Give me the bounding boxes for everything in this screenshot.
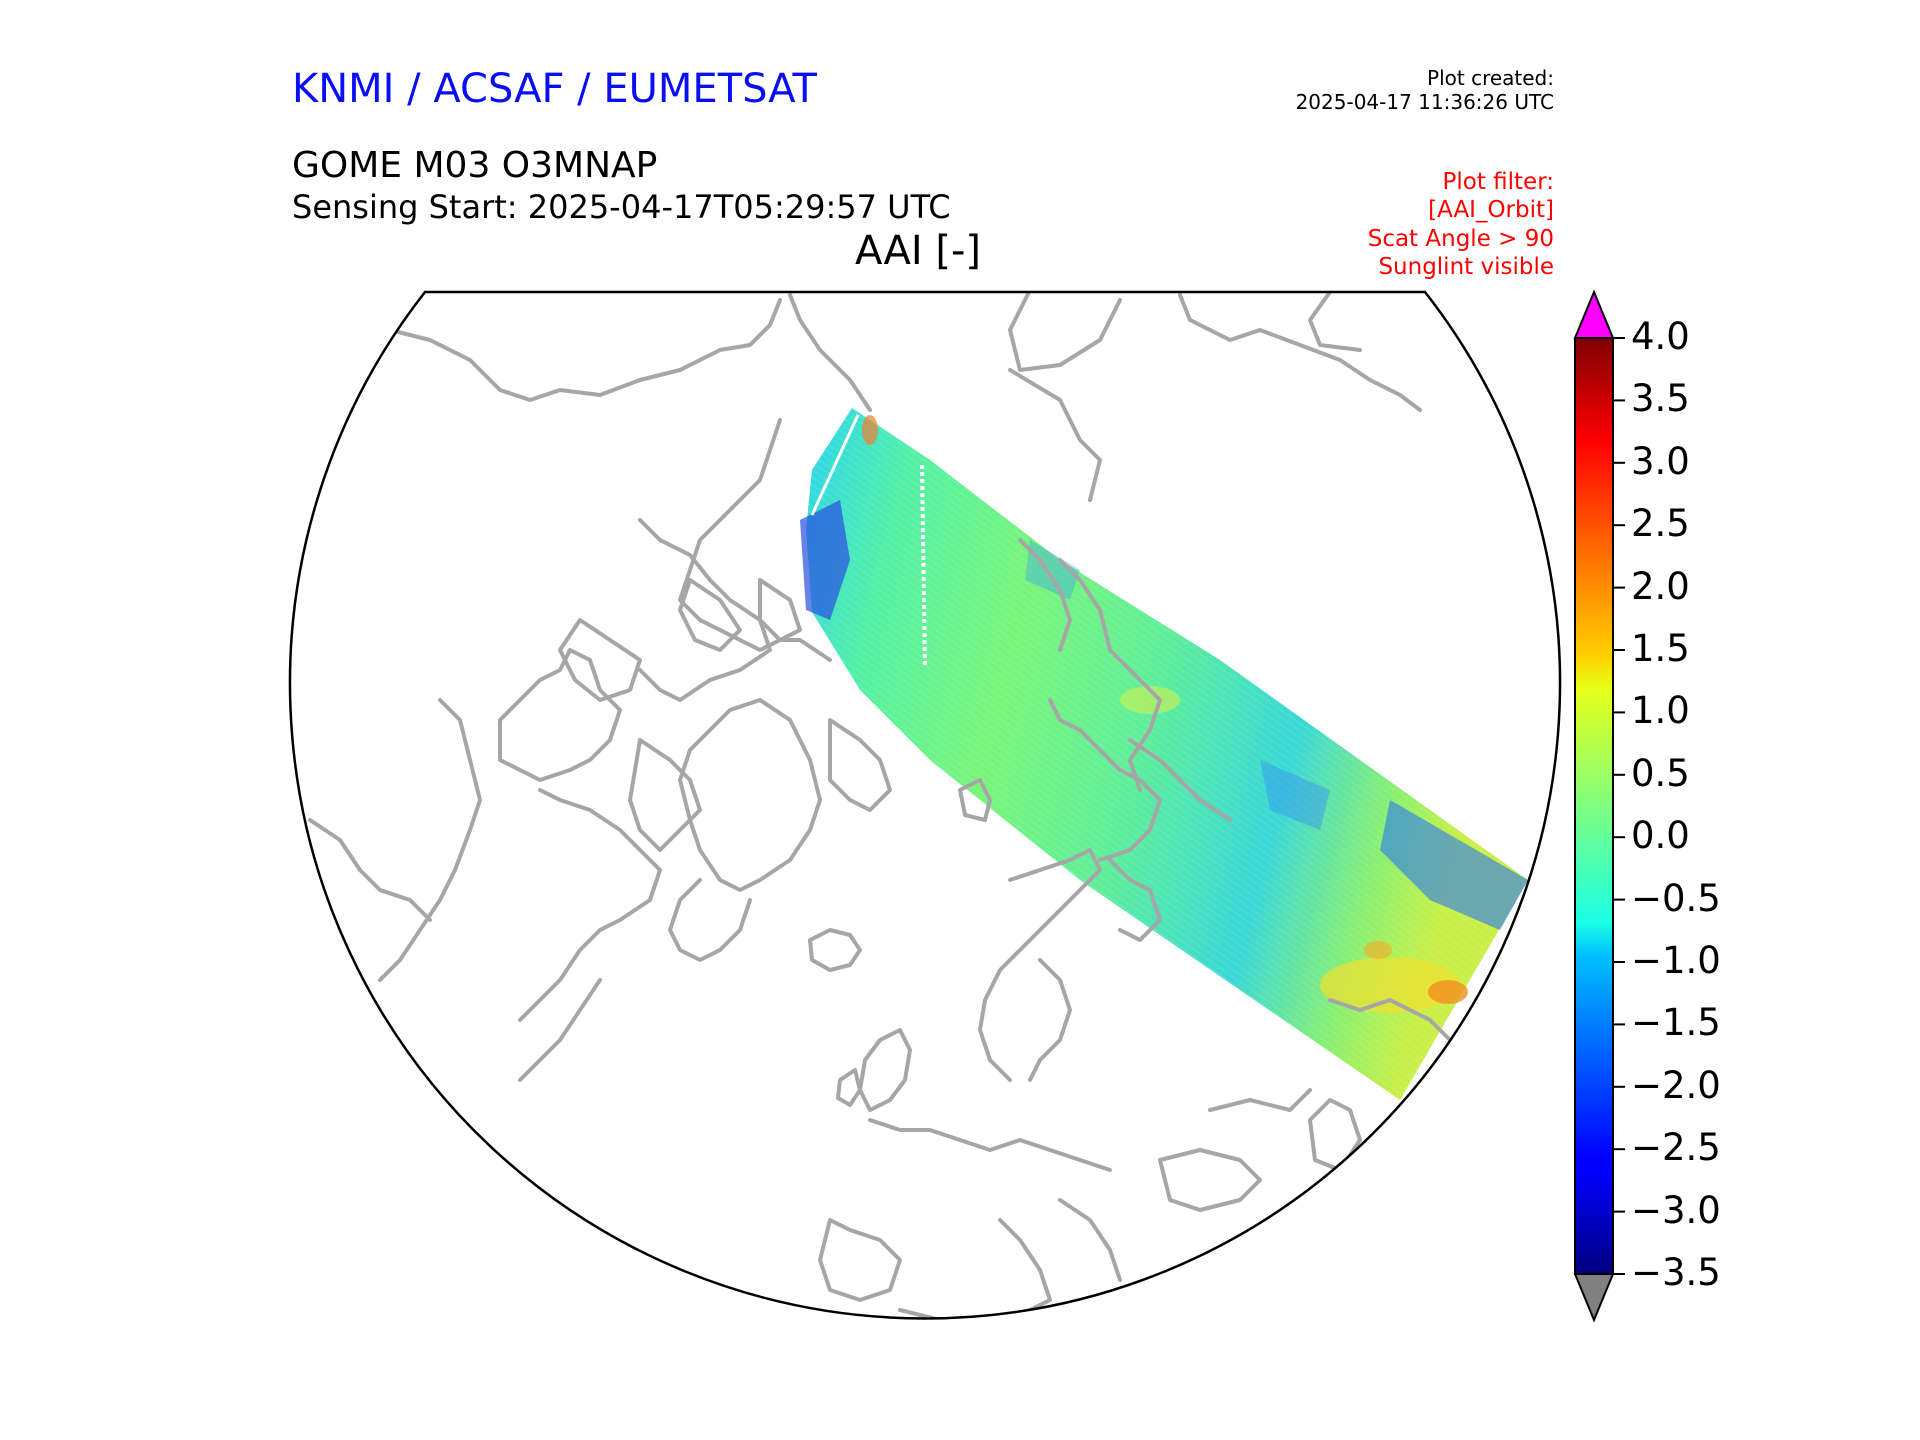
coastline-europe	[868, 1118, 1112, 1172]
colorbar-tick-label: −1.0	[1631, 939, 1721, 982]
coastline-black-sea	[1158, 1148, 1262, 1212]
colorbar-tick-label: 3.0	[1631, 439, 1690, 483]
coastline-russia-arctic	[1008, 292, 1122, 372]
colorbar-frame	[1574, 337, 1614, 1275]
colorbar-tick-label: 1.0	[1631, 689, 1690, 733]
coastline-canada-islands	[638, 518, 772, 702]
colorbar-tick-label: −3.5	[1631, 1251, 1721, 1294]
coastline-russia-south	[1328, 998, 1452, 1042]
coastline-west-coast	[308, 818, 432, 922]
coastline-chukotka	[788, 293, 872, 412]
colorbar-tick-label: 2.5	[1631, 502, 1690, 546]
plot-filter-line: Scat Angle > 90	[1367, 226, 1554, 252]
swath-gap	[810, 414, 860, 516]
coastline-greenland-south	[668, 878, 752, 962]
colorbar-tick-label: −0.5	[1631, 876, 1721, 920]
colorbar-tick-label: −3.0	[1631, 1188, 1721, 1232]
coastline-canada-islands	[558, 618, 642, 702]
coastline-russia-west	[1048, 698, 1162, 862]
colorbar-tick-label: −2.5	[1631, 1126, 1721, 1170]
coastline-iberia	[818, 1218, 902, 1302]
sensing-start: Sensing Start: 2025-04-17T05:29:57 UTC	[292, 188, 951, 226]
swath-high-patch	[1320, 957, 1460, 1013]
colorbar-tick-label: 4.0	[1631, 315, 1690, 358]
plot-filter-line: Plot filter:	[1442, 169, 1554, 195]
coastline-hudson-bay	[498, 648, 622, 782]
coastline-canada-west	[378, 698, 482, 982]
swath-high-patch	[1428, 980, 1468, 1004]
coastline-alaska	[678, 418, 832, 662]
coastline-taimyr	[1308, 292, 1362, 352]
plot-filter-line: [AAI_Orbit]	[1428, 197, 1554, 223]
coastline-russia-river	[1128, 738, 1232, 822]
colorbar-under-arrow	[1573, 1273, 1615, 1323]
coastline-scandinavia	[978, 848, 1102, 1082]
colorbar-over-arrow	[1573, 289, 1615, 339]
swath-low-patch	[800, 500, 850, 620]
colorbar-tick-label: 3.5	[1631, 377, 1690, 421]
coastline-baffin	[628, 738, 702, 852]
agency-title: KNMI / ACSAF / EUMETSAT	[292, 66, 817, 112]
coastline-siberia	[1178, 293, 1422, 412]
swath-high-patch	[1364, 941, 1392, 959]
coastline-ireland	[836, 1068, 862, 1107]
coastline-canada-mainland	[518, 788, 662, 1022]
product-title: GOME M03 O3MNAP	[292, 145, 658, 186]
swath-gap	[920, 464, 927, 669]
coastline-kola	[1108, 858, 1162, 942]
coastline-finland	[1028, 958, 1072, 1082]
coastline-nz-islands	[1008, 368, 1102, 502]
plot-created-label: Plot created:	[1427, 66, 1554, 90]
map-boundary	[288, 290, 1562, 1320]
coastline-russia-interior	[1058, 558, 1162, 792]
coastline-iceland	[808, 928, 862, 972]
coastline-uk	[858, 1028, 912, 1112]
coastline-russia-north	[388, 298, 782, 402]
swath-low-patch	[1025, 540, 1080, 600]
swath-low-patch	[1380, 800, 1528, 930]
colorbar-tick-label: 2.0	[1631, 564, 1690, 608]
colorbar-tick-label: 1.5	[1631, 627, 1690, 670]
coastline-svalbard	[958, 778, 992, 822]
colorbar-tick-label: 0.0	[1631, 814, 1690, 858]
coastline-labrador	[518, 978, 602, 1082]
plot-created-time: 2025-04-17 11:36:26 UTC	[1295, 90, 1554, 114]
coastline-ellesmere	[828, 718, 892, 812]
colorbar-gradient	[1575, 338, 1613, 1274]
colorbar-tick-label: −1.5	[1631, 1001, 1721, 1045]
colorbar-tick-label: −2.0	[1631, 1063, 1721, 1107]
coastlines	[308, 292, 1452, 1319]
quantity-title: AAI [-]	[855, 228, 981, 274]
colorbar-tick-label: 0.5	[1631, 751, 1690, 795]
coastline-caspian	[1308, 1098, 1362, 1172]
coastline-canada-islands	[758, 578, 802, 642]
coastline-med	[898, 1308, 1022, 1319]
swath-high-patch	[1120, 686, 1180, 714]
coastline-greenland	[678, 698, 822, 892]
coastline-caspian-north	[1208, 1088, 1312, 1112]
coastline-italy	[998, 1218, 1052, 1312]
coastline-balkans	[1058, 1198, 1122, 1282]
aai-swath	[800, 408, 1528, 1100]
plot-filter-line: Sunglint visible	[1378, 254, 1554, 280]
coastline-novaya-zemlya	[1018, 538, 1072, 652]
swath-high-patch	[862, 415, 878, 445]
swath-low-patch	[1260, 760, 1330, 830]
coastline-canada-islands	[678, 578, 742, 652]
